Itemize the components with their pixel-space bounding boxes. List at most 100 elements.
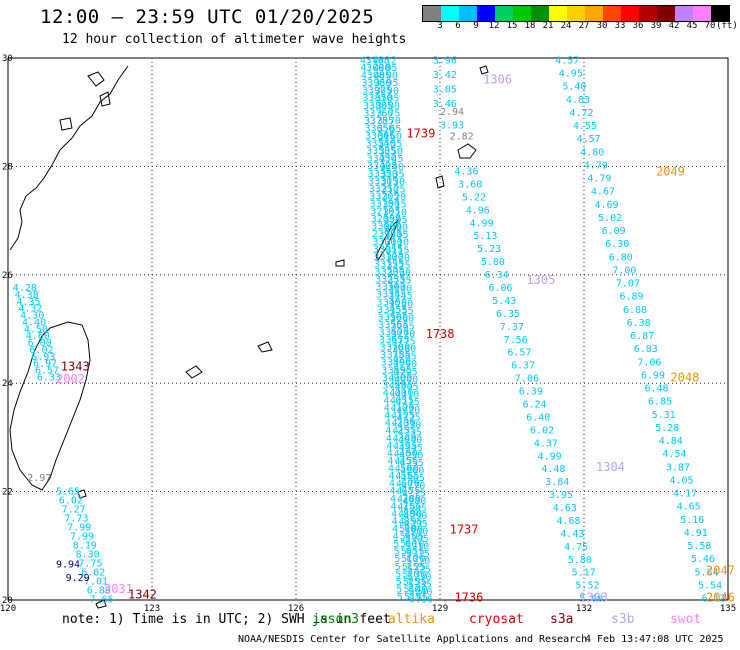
wave-height-label: 4.15 bbox=[396, 397, 420, 408]
scale-label: 9 bbox=[473, 21, 479, 31]
wave-height-label: 5.40 bbox=[562, 82, 586, 93]
wave-height-label: 4.05 bbox=[373, 63, 397, 74]
scale-swatch bbox=[459, 6, 477, 21]
wave-height-label: 4.90 bbox=[403, 511, 427, 522]
wave-height-label: 4.05 bbox=[395, 382, 419, 393]
wave-height-label: 5.43 bbox=[492, 296, 516, 307]
wave-height-label: 2.98 bbox=[372, 229, 396, 240]
wave-height-label: 3.25 bbox=[375, 275, 399, 286]
lat-tick-label: 26 bbox=[2, 271, 13, 281]
scale-swatch bbox=[711, 6, 729, 21]
wave-height-label: 5.40 bbox=[408, 587, 432, 598]
color-scale-bar bbox=[422, 5, 730, 22]
scale-label: 39 bbox=[650, 21, 662, 31]
scale-unit: (ft) bbox=[716, 21, 738, 31]
coast-islands-nw bbox=[59, 71, 111, 131]
wave-height-label: 3.90 bbox=[382, 373, 406, 384]
wave-height-label: 3.55 bbox=[390, 306, 414, 317]
wave-height-label: 4.20 bbox=[396, 405, 420, 416]
scale-label: 3 bbox=[437, 21, 443, 31]
wave-height-label: 3.40 bbox=[367, 161, 391, 172]
wave-height-label: 4.37 bbox=[534, 438, 558, 449]
scale-swatch bbox=[675, 6, 693, 21]
wave-height-label: 3.90 bbox=[362, 86, 386, 97]
lon-tick-label: 126 bbox=[288, 604, 304, 614]
coastlines bbox=[9, 65, 489, 609]
wave-height-label: 4.95 bbox=[399, 516, 423, 527]
pass-time-label: 2048 bbox=[670, 371, 699, 385]
wave-height-label: 6.82 bbox=[81, 568, 105, 579]
wave-height-label: 3.84 bbox=[545, 477, 569, 488]
wave-height-label: 4.80 bbox=[397, 494, 421, 505]
wave-height-label: 4.75 bbox=[391, 501, 415, 512]
wave-height-label: 3.15 bbox=[374, 259, 398, 270]
wave-height-label: 3.35 bbox=[376, 290, 400, 301]
wave-height-label: 6.37 bbox=[511, 361, 535, 372]
wave-height-label: 4.70 bbox=[396, 479, 420, 490]
wave-height-label: 4.54 bbox=[662, 449, 686, 460]
wave-height-label: 4.80 bbox=[580, 147, 604, 158]
wave-height-label: 3.45 bbox=[389, 291, 413, 302]
wave-height-label: 3.10 bbox=[375, 184, 399, 195]
wave-height-label: 4.30 bbox=[20, 311, 44, 322]
wave-height-label: 4.75 bbox=[396, 486, 420, 497]
scale-label: 45 bbox=[686, 21, 698, 31]
wave-height-label: 6.02 bbox=[29, 345, 53, 356]
wave-height-label: 5.00 bbox=[404, 526, 428, 537]
wave-height-label: 7.27 bbox=[62, 504, 86, 515]
coast-small-1 bbox=[435, 175, 445, 189]
wave-height-label: 5.58 bbox=[687, 541, 711, 552]
wave-height-label: 3.65 bbox=[385, 320, 409, 331]
wave-height-label: 5.10 bbox=[405, 542, 429, 553]
pass-time-label: 1736 bbox=[454, 591, 483, 605]
wave-height-label: 3.42 bbox=[433, 70, 457, 81]
wave-height-label: 6.39 bbox=[519, 387, 543, 398]
wave-height-label: 3.95 bbox=[361, 78, 385, 89]
wave-height-label: 5.35 bbox=[408, 580, 432, 591]
wave-height-label: 5.25 bbox=[407, 564, 431, 575]
wave-height-label: 5.10 bbox=[400, 539, 424, 550]
wave-height-label: 4.25 bbox=[391, 411, 415, 422]
wave-height-label: 4.45 bbox=[399, 443, 423, 454]
wave-height-label: 5.54 bbox=[698, 580, 722, 591]
wave-height-label: 3.80 bbox=[367, 78, 391, 89]
wave-height-label: 4.85 bbox=[392, 516, 416, 527]
wave-height-label: 5.15 bbox=[395, 562, 419, 573]
wave-height-label: 7.73 bbox=[64, 513, 88, 524]
wave-height-label: 5.60 bbox=[579, 594, 603, 605]
wave-height-label: 4.12 bbox=[373, 55, 397, 66]
wave-height-label: 4.60 bbox=[389, 479, 413, 490]
wave-height-label: 3.30 bbox=[368, 176, 392, 187]
legend-item-cryosat: cryosat bbox=[469, 612, 524, 627]
wave-height-label: 4.05 bbox=[389, 380, 413, 391]
wave-height-label: 5.05 bbox=[394, 547, 418, 558]
wave-height-label: 3.75 bbox=[380, 350, 404, 361]
pass-time-label: 2049 bbox=[656, 165, 685, 179]
wave-height-label: 5.02 bbox=[598, 213, 622, 224]
legend-item-s3b: s3b bbox=[611, 612, 635, 627]
wave-height-label: 3.90 bbox=[366, 63, 390, 74]
wave-height-label: 3.05 bbox=[384, 230, 408, 241]
wave-height-label: 5.25 bbox=[402, 562, 426, 573]
wave-height-label: 3.96 bbox=[433, 55, 457, 66]
footer-note: note: 1) Time is in UTC; 2) SWH is in fe… bbox=[62, 612, 391, 627]
coast-small-2 bbox=[257, 341, 273, 353]
wave-height-label: 2.97 bbox=[27, 473, 51, 484]
wave-height-label: 6.30 bbox=[605, 239, 629, 250]
wave-height-label: 6.93 bbox=[31, 352, 55, 363]
wave-height-label: 3.00 bbox=[371, 222, 395, 233]
wave-height-label: 5.20 bbox=[395, 569, 419, 580]
wave-height-label: 3.45 bbox=[382, 290, 406, 301]
wave-height-label: 3.75 bbox=[376, 109, 400, 120]
scale-label: 30 bbox=[596, 21, 608, 31]
scale-label: 18 bbox=[524, 21, 536, 31]
wave-height-label: 3.85 bbox=[393, 352, 417, 363]
wave-height-label: 6.02 bbox=[530, 425, 554, 436]
wave-height-label: 4.00 bbox=[388, 373, 412, 384]
pass-time-label: 1738 bbox=[426, 327, 455, 341]
wave-height-label: 4.48 bbox=[541, 464, 565, 475]
wave-height-label: 4.38 bbox=[15, 290, 39, 301]
wave-height-label: 3.20 bbox=[374, 267, 398, 278]
wave-height-label: 7.99 bbox=[67, 522, 91, 533]
